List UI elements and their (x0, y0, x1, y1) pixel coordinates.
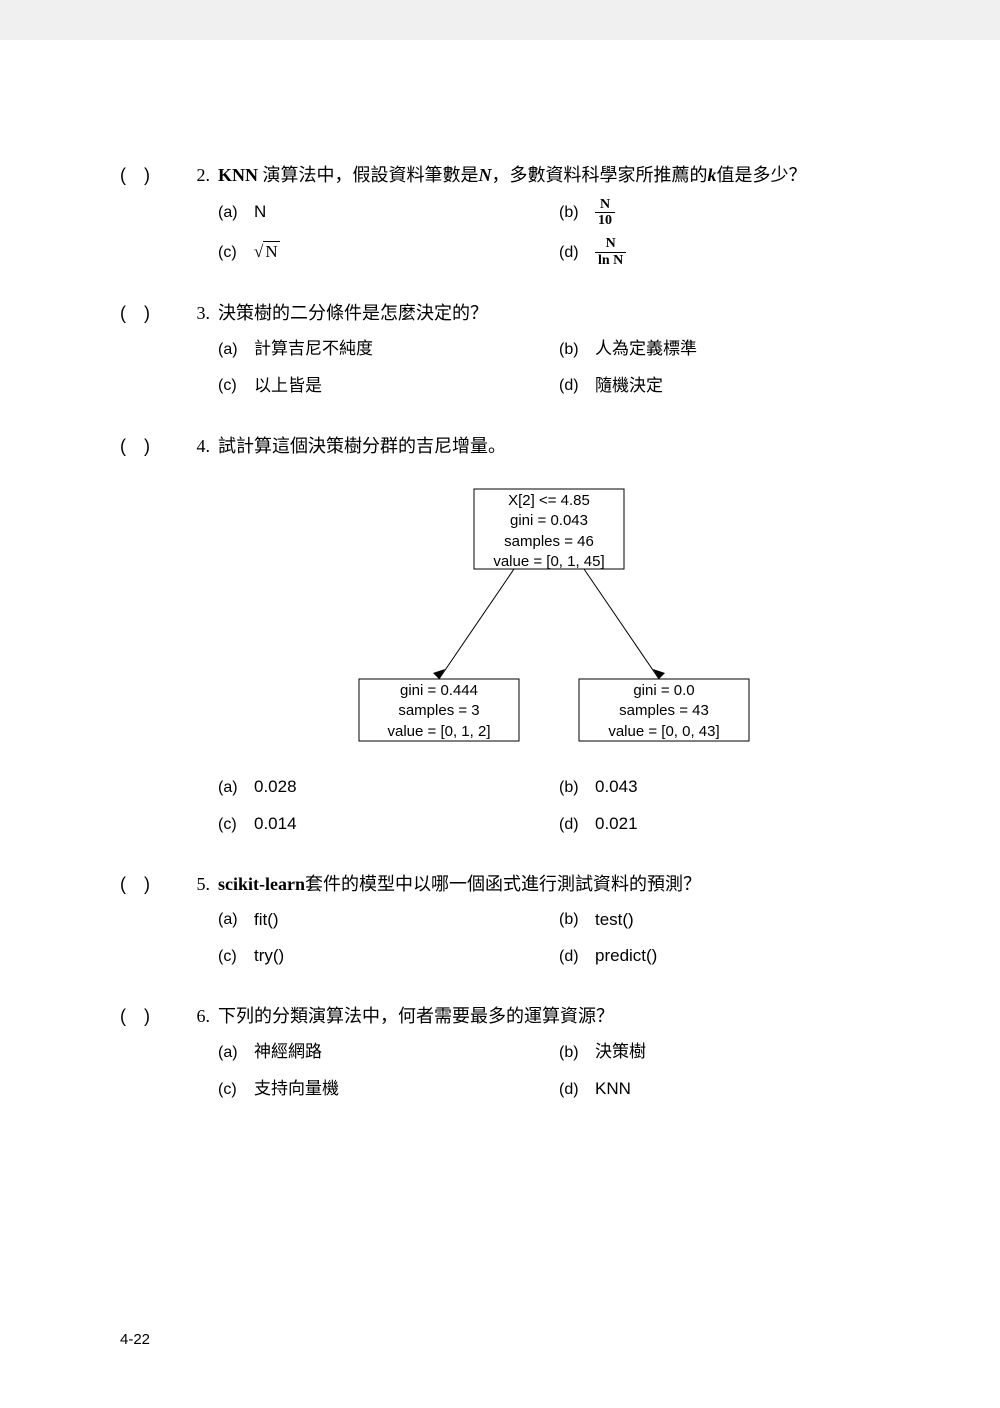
option-b[interactable]: (b)決策樹 (559, 1038, 880, 1067)
question-stem: KNN 演算法中，假設資料筆數是N，多數資料科學家所推薦的k值是多少？ (a) … (218, 160, 880, 268)
option-a[interactable]: (a)fit() (218, 906, 539, 935)
option-d[interactable]: (d) Nln N (559, 236, 880, 268)
option-c[interactable]: (c)try() (218, 942, 539, 971)
answer-paren[interactable]: ( ) (120, 869, 180, 900)
question-stem: 試計算這個決策樹分群的吉尼增量。 X[2] <= 4.85 gini = 0.0… (218, 431, 880, 839)
question-stem: 決策樹的二分條件是怎麼決定的？ (a)計算吉尼不純度 (b)人為定義標準 (c)… (218, 298, 880, 400)
option-a[interactable]: (a)0.028 (218, 773, 539, 802)
option-c[interactable]: (c)以上皆是 (218, 372, 539, 401)
options: (a)0.028 (b)0.043 (c)0.014 (d)0.021 (218, 773, 880, 839)
question-number: 2. (180, 160, 218, 191)
option-d[interactable]: (d)隨機決定 (559, 372, 880, 401)
options: (a)神經網路 (b)決策樹 (c)支持向量機 (d)KNN (218, 1038, 880, 1104)
page: ( ) 2. KNN 演算法中，假設資料筆數是N，多數資料科學家所推薦的k值是多… (0, 40, 1000, 1408)
option-b[interactable]: (b)test() (559, 906, 880, 935)
question-4: ( ) 4. 試計算這個決策樹分群的吉尼增量。 X[2] <= 4.85 gin… (120, 431, 880, 839)
option-d[interactable]: (d)predict() (559, 942, 880, 971)
question-number: 3. (180, 298, 218, 329)
question-stem: 下列的分類演算法中，何者需要最多的運算資源？ (a)神經網路 (b)決策樹 (c… (218, 1001, 880, 1103)
options: (a)計算吉尼不純度 (b)人為定義標準 (c)以上皆是 (d)隨機決定 (218, 335, 880, 401)
answer-paren[interactable]: ( ) (120, 298, 180, 329)
question-number: 4. (180, 431, 218, 462)
option-d[interactable]: (d)0.021 (559, 810, 880, 839)
question-3: ( ) 3. 決策樹的二分條件是怎麼決定的？ (a)計算吉尼不純度 (b)人為定… (120, 298, 880, 400)
page-number: 4-22 (120, 1331, 150, 1348)
answer-paren[interactable]: ( ) (120, 1001, 180, 1032)
option-a[interactable]: (a)計算吉尼不純度 (218, 335, 539, 364)
option-c[interactable]: (c) √N (218, 236, 539, 268)
option-b[interactable]: (b)人為定義標準 (559, 335, 880, 364)
option-d[interactable]: (d)KNN (559, 1075, 880, 1104)
question-6: ( ) 6. 下列的分類演算法中，何者需要最多的運算資源？ (a)神經網路 (b… (120, 1001, 880, 1103)
question-2: ( ) 2. KNN 演算法中，假設資料筆數是N，多數資料科學家所推薦的k值是多… (120, 160, 880, 268)
question-number: 6. (180, 1001, 218, 1032)
option-a[interactable]: (a)神經網路 (218, 1038, 539, 1067)
decision-tree-diagram: X[2] <= 4.85 gini = 0.043 samples = 46 v… (329, 479, 769, 759)
question-5: ( ) 5. scikit-learn套件的模型中以哪一個函式進行測試資料的預測… (120, 869, 880, 971)
option-b[interactable]: (b)0.043 (559, 773, 880, 802)
option-c[interactable]: (c)0.014 (218, 810, 539, 839)
option-b[interactable]: (b) N10 (559, 197, 880, 229)
option-a[interactable]: (a) N (218, 197, 539, 229)
option-c[interactable]: (c)支持向量機 (218, 1075, 539, 1104)
options: (a)fit() (b)test() (c)try() (d)predict() (218, 906, 880, 972)
question-stem: scikit-learn套件的模型中以哪一個函式進行測試資料的預測？ (a)fi… (218, 869, 880, 971)
answer-paren[interactable]: ( ) (120, 160, 180, 191)
answer-paren[interactable]: ( ) (120, 431, 180, 462)
question-number: 5. (180, 869, 218, 900)
options: (a) N (b) N10 (c) √N (d) Nln N (218, 197, 880, 269)
